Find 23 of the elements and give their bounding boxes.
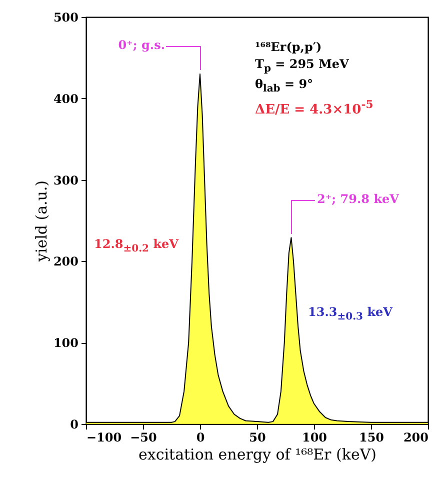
- x-tick-label: −100: [86, 430, 122, 444]
- x-tick-label: 100: [302, 430, 328, 444]
- y-tick-label: 200: [53, 254, 78, 269]
- y-tick-label: 500: [53, 10, 78, 24]
- annotation: θ$_{lab}$ = 9°: [255, 77, 314, 95]
- x-axis-title: excitation energy of ¹⁶⁸Er (keV): [138, 446, 377, 464]
- annotation: ΔE/E = 4.3×10$^{-5}$: [255, 98, 374, 118]
- annotation: 2⁺; 79.8 keV: [317, 192, 399, 206]
- x-tick-label: 50: [249, 430, 266, 444]
- x-tick-label: 0: [196, 430, 205, 444]
- y-tick-label: 0: [70, 418, 78, 432]
- y-tick-label: 400: [53, 92, 78, 106]
- y-tick-label: 100: [53, 336, 78, 350]
- y-axis-title: yield (a.u.): [32, 180, 50, 263]
- annotation: 0⁺; g.s.: [118, 38, 165, 52]
- annotation: 12.8$_{±0.2}$ keV: [94, 237, 178, 254]
- y-tick-label: 300: [53, 173, 78, 188]
- x-tick-label: 200: [403, 430, 428, 444]
- annotation: ¹⁶⁸Er(p,p′): [255, 40, 323, 54]
- x-tick-label: −50: [130, 430, 157, 444]
- annotation: T$_{p}$ = 295 MeV: [255, 57, 350, 74]
- x-tick-label: 150: [358, 430, 384, 444]
- annotation: 13.3$_{±0.3}$ keV: [308, 305, 392, 322]
